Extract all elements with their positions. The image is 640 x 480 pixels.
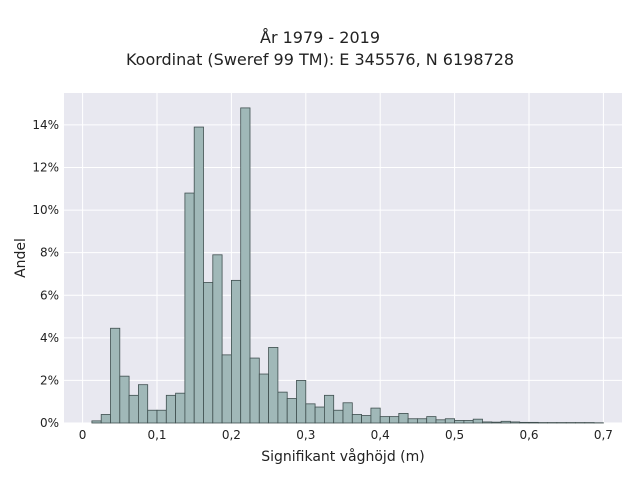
y-tick-label: 12%: [32, 161, 59, 175]
y-tick-label: 0%: [40, 416, 59, 430]
y-tick-label: 4%: [40, 331, 59, 345]
histogram-bar: [296, 380, 307, 424]
histogram-bar: [333, 409, 344, 424]
plot-area: [64, 93, 622, 423]
histogram-bar: [100, 414, 111, 424]
histogram-bar: [110, 327, 121, 424]
histogram-bar: [268, 347, 279, 424]
histogram-bar: [277, 391, 288, 424]
histogram-bar: [175, 392, 186, 424]
histogram-bar: [444, 418, 455, 424]
x-tick-label: 0,2: [222, 428, 241, 442]
histogram-bar: [491, 421, 502, 424]
histogram-bar: [137, 384, 149, 424]
histogram-bar: [435, 419, 446, 424]
histogram-bar: [389, 416, 400, 424]
histogram-bar: [463, 420, 474, 424]
x-tick-label: 0,6: [519, 428, 538, 442]
x-tick-label: 0,7: [594, 428, 613, 442]
histogram-bar: [119, 375, 130, 424]
x-tick-label: 0: [79, 428, 87, 442]
y-axis-label: Andel: [13, 238, 29, 278]
x-axis-label: Signifikant våghöjd (m): [261, 448, 424, 465]
tick-labels: 0 0,1 0,2 0,3 0,4 0,5 0,6 0,7 0% 2% 4% 6% 8% 10% 12% 14…: [32, 118, 613, 442]
histogram-bar: [342, 402, 353, 424]
histogram-bar: [286, 398, 297, 424]
histogram-bar: [519, 421, 530, 424]
y-tick-label: 2%: [40, 373, 59, 387]
grid-lines: [64, 93, 622, 424]
histogram-bar: [351, 414, 362, 424]
histogram-bar: [165, 394, 177, 424]
x-tick-label: 0,5: [445, 428, 464, 442]
y-tick-label: 10%: [32, 203, 59, 217]
histogram-bar: [156, 409, 167, 424]
histogram-bar: [323, 394, 335, 424]
histogram-bars: [91, 107, 604, 424]
histogram-bar: [128, 394, 139, 424]
histogram-bar: [509, 421, 521, 424]
chart-title-line-1: År 1979 - 2019: [260, 28, 380, 47]
histogram-bar: [249, 357, 260, 424]
chart-title-line-2: Koordinat (Sweref 99 TM): E 345576, N 61…: [125, 50, 515, 69]
histogram-bar: [147, 409, 158, 424]
histogram-bar: [212, 254, 223, 424]
histogram-bar: [361, 415, 372, 424]
histogram-bar: [305, 403, 316, 424]
histogram-bar: [258, 373, 269, 424]
histogram-bar: [240, 107, 251, 424]
histogram-bar: [230, 279, 242, 424]
x-tick-label: 0,3: [296, 428, 315, 442]
histogram-bar: [528, 421, 539, 424]
histogram-bar: [500, 420, 511, 424]
histogram-bar: [314, 406, 325, 424]
histogram-bar: [482, 421, 493, 424]
histogram-bar: [184, 192, 195, 424]
histogram-bar: [398, 413, 409, 424]
histogram-bar: [193, 126, 204, 424]
histogram-bar: [203, 282, 214, 424]
histogram-bar: [379, 416, 390, 424]
histogram-bar: [91, 420, 102, 424]
y-tick-label: 6%: [40, 288, 59, 302]
histogram-bar: [426, 416, 437, 424]
histogram-bar: [407, 418, 418, 424]
x-tick-label: 0,1: [147, 428, 166, 442]
histogram-bar: [454, 420, 465, 424]
histogram-bar: [472, 418, 483, 424]
histogram-bar: [370, 407, 381, 424]
y-tick-label: 8%: [40, 246, 59, 260]
y-tick-label: 14%: [32, 118, 59, 132]
x-tick-label: 0,4: [371, 428, 390, 442]
histogram-bar: [416, 418, 428, 424]
histogram-bar: [221, 354, 232, 424]
